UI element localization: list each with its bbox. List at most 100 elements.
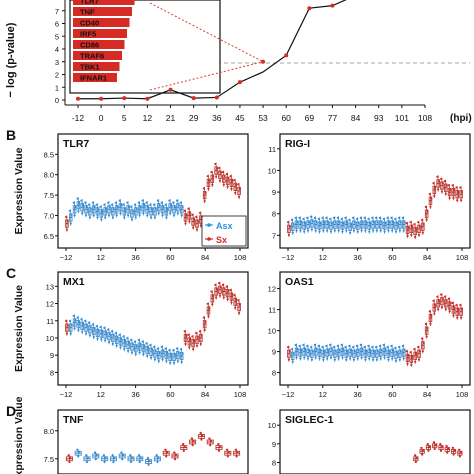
data-point (73, 214, 76, 217)
data-point (410, 233, 413, 236)
data-point (229, 288, 232, 292)
data-point (162, 206, 165, 209)
data-point (402, 229, 405, 232)
data-point (434, 186, 437, 189)
data-point (391, 229, 394, 232)
data-point (78, 320, 81, 324)
data-point (129, 454, 132, 457)
pvalue-y-tick-label: 0 (55, 96, 59, 105)
data-point (77, 455, 80, 458)
pvalue-x-tick-label: 5 (122, 113, 127, 123)
data-point (215, 175, 218, 178)
data-point (127, 206, 131, 209)
data-point (460, 308, 463, 311)
data-point (142, 353, 145, 356)
data-point (112, 334, 115, 337)
data-point (103, 203, 106, 206)
data-point (318, 357, 321, 360)
data-point (455, 186, 458, 189)
data-point (215, 167, 219, 170)
pvalue-lines (76, 0, 347, 101)
data-point (367, 217, 370, 221)
data-point (401, 344, 404, 348)
data-point (134, 353, 137, 356)
data-point (444, 308, 447, 311)
data-point (456, 316, 459, 319)
subpanel-x-tick-label: 84 (201, 253, 209, 262)
data-point (218, 445, 221, 448)
data-point (420, 218, 424, 222)
data-point (414, 460, 417, 464)
data-point (100, 218, 103, 221)
data-point (391, 349, 395, 352)
data-point (192, 439, 195, 442)
data-point (120, 338, 123, 341)
data-point (405, 222, 408, 225)
data-point (208, 179, 211, 182)
subpanel-x-tick-label: −12 (282, 253, 295, 262)
data-point (129, 460, 133, 464)
inset-bar (73, 7, 132, 16)
data-point (168, 349, 171, 352)
legend-sx-marker (207, 237, 211, 241)
data-point (77, 328, 80, 332)
data-point (218, 166, 221, 170)
data-point (382, 343, 385, 347)
data-point (200, 438, 203, 441)
subpanel-title: MX1 (63, 276, 85, 288)
data-point (294, 216, 297, 219)
panel-letter: C (6, 265, 16, 281)
inset-bar-label: CD86 (80, 41, 99, 50)
inset-connector-line (149, 2, 264, 63)
data-point (95, 325, 98, 328)
data-point (413, 348, 416, 351)
pvalue-point (307, 6, 312, 11)
data-point (321, 216, 324, 219)
data-point (338, 349, 341, 352)
data-point (421, 453, 424, 456)
data-point (104, 331, 108, 334)
expression-subpanel: TLR7 6.5 7.0 7.5 8.0 8.5 −12 12 36 60 84 108 Asx Sx (44, 133, 249, 262)
data-point (100, 338, 103, 341)
data-point (130, 218, 134, 221)
data-point (317, 344, 320, 348)
data-point (367, 344, 370, 348)
data-point (115, 214, 118, 217)
data-point (361, 221, 364, 224)
data-point (428, 310, 431, 313)
data-point (437, 188, 440, 191)
data-point (332, 216, 336, 219)
data-point (219, 286, 222, 289)
pvalue-point (122, 96, 127, 101)
panel-ylabel: Expression Value (13, 396, 25, 474)
data-point (315, 221, 318, 224)
data-point (147, 463, 150, 466)
data-point (383, 230, 386, 233)
subpanel-x-tick-label: 84 (201, 390, 209, 399)
data-point (146, 354, 149, 357)
data-point (453, 449, 456, 452)
data-point (174, 453, 177, 456)
data-point (303, 348, 307, 351)
pvalue-point (168, 87, 173, 92)
data-point (209, 439, 213, 442)
data-point (77, 210, 80, 213)
data-point (176, 359, 179, 363)
data-point (439, 442, 442, 446)
data-point (112, 208, 115, 211)
data-point (437, 299, 441, 303)
data-point (182, 449, 185, 452)
data-point (355, 344, 359, 348)
subpanel-y-tick-label: 10 (268, 421, 276, 430)
data-point (142, 212, 145, 215)
data-point (452, 196, 455, 200)
data-point (118, 333, 121, 336)
data-point (291, 360, 294, 363)
data-point (162, 350, 165, 353)
data-point (225, 285, 228, 288)
data-point (138, 460, 141, 464)
pvalue-y-tick-label: 2 (55, 71, 59, 80)
data-point (394, 347, 397, 350)
data-point (310, 228, 313, 231)
data-point (397, 345, 401, 349)
